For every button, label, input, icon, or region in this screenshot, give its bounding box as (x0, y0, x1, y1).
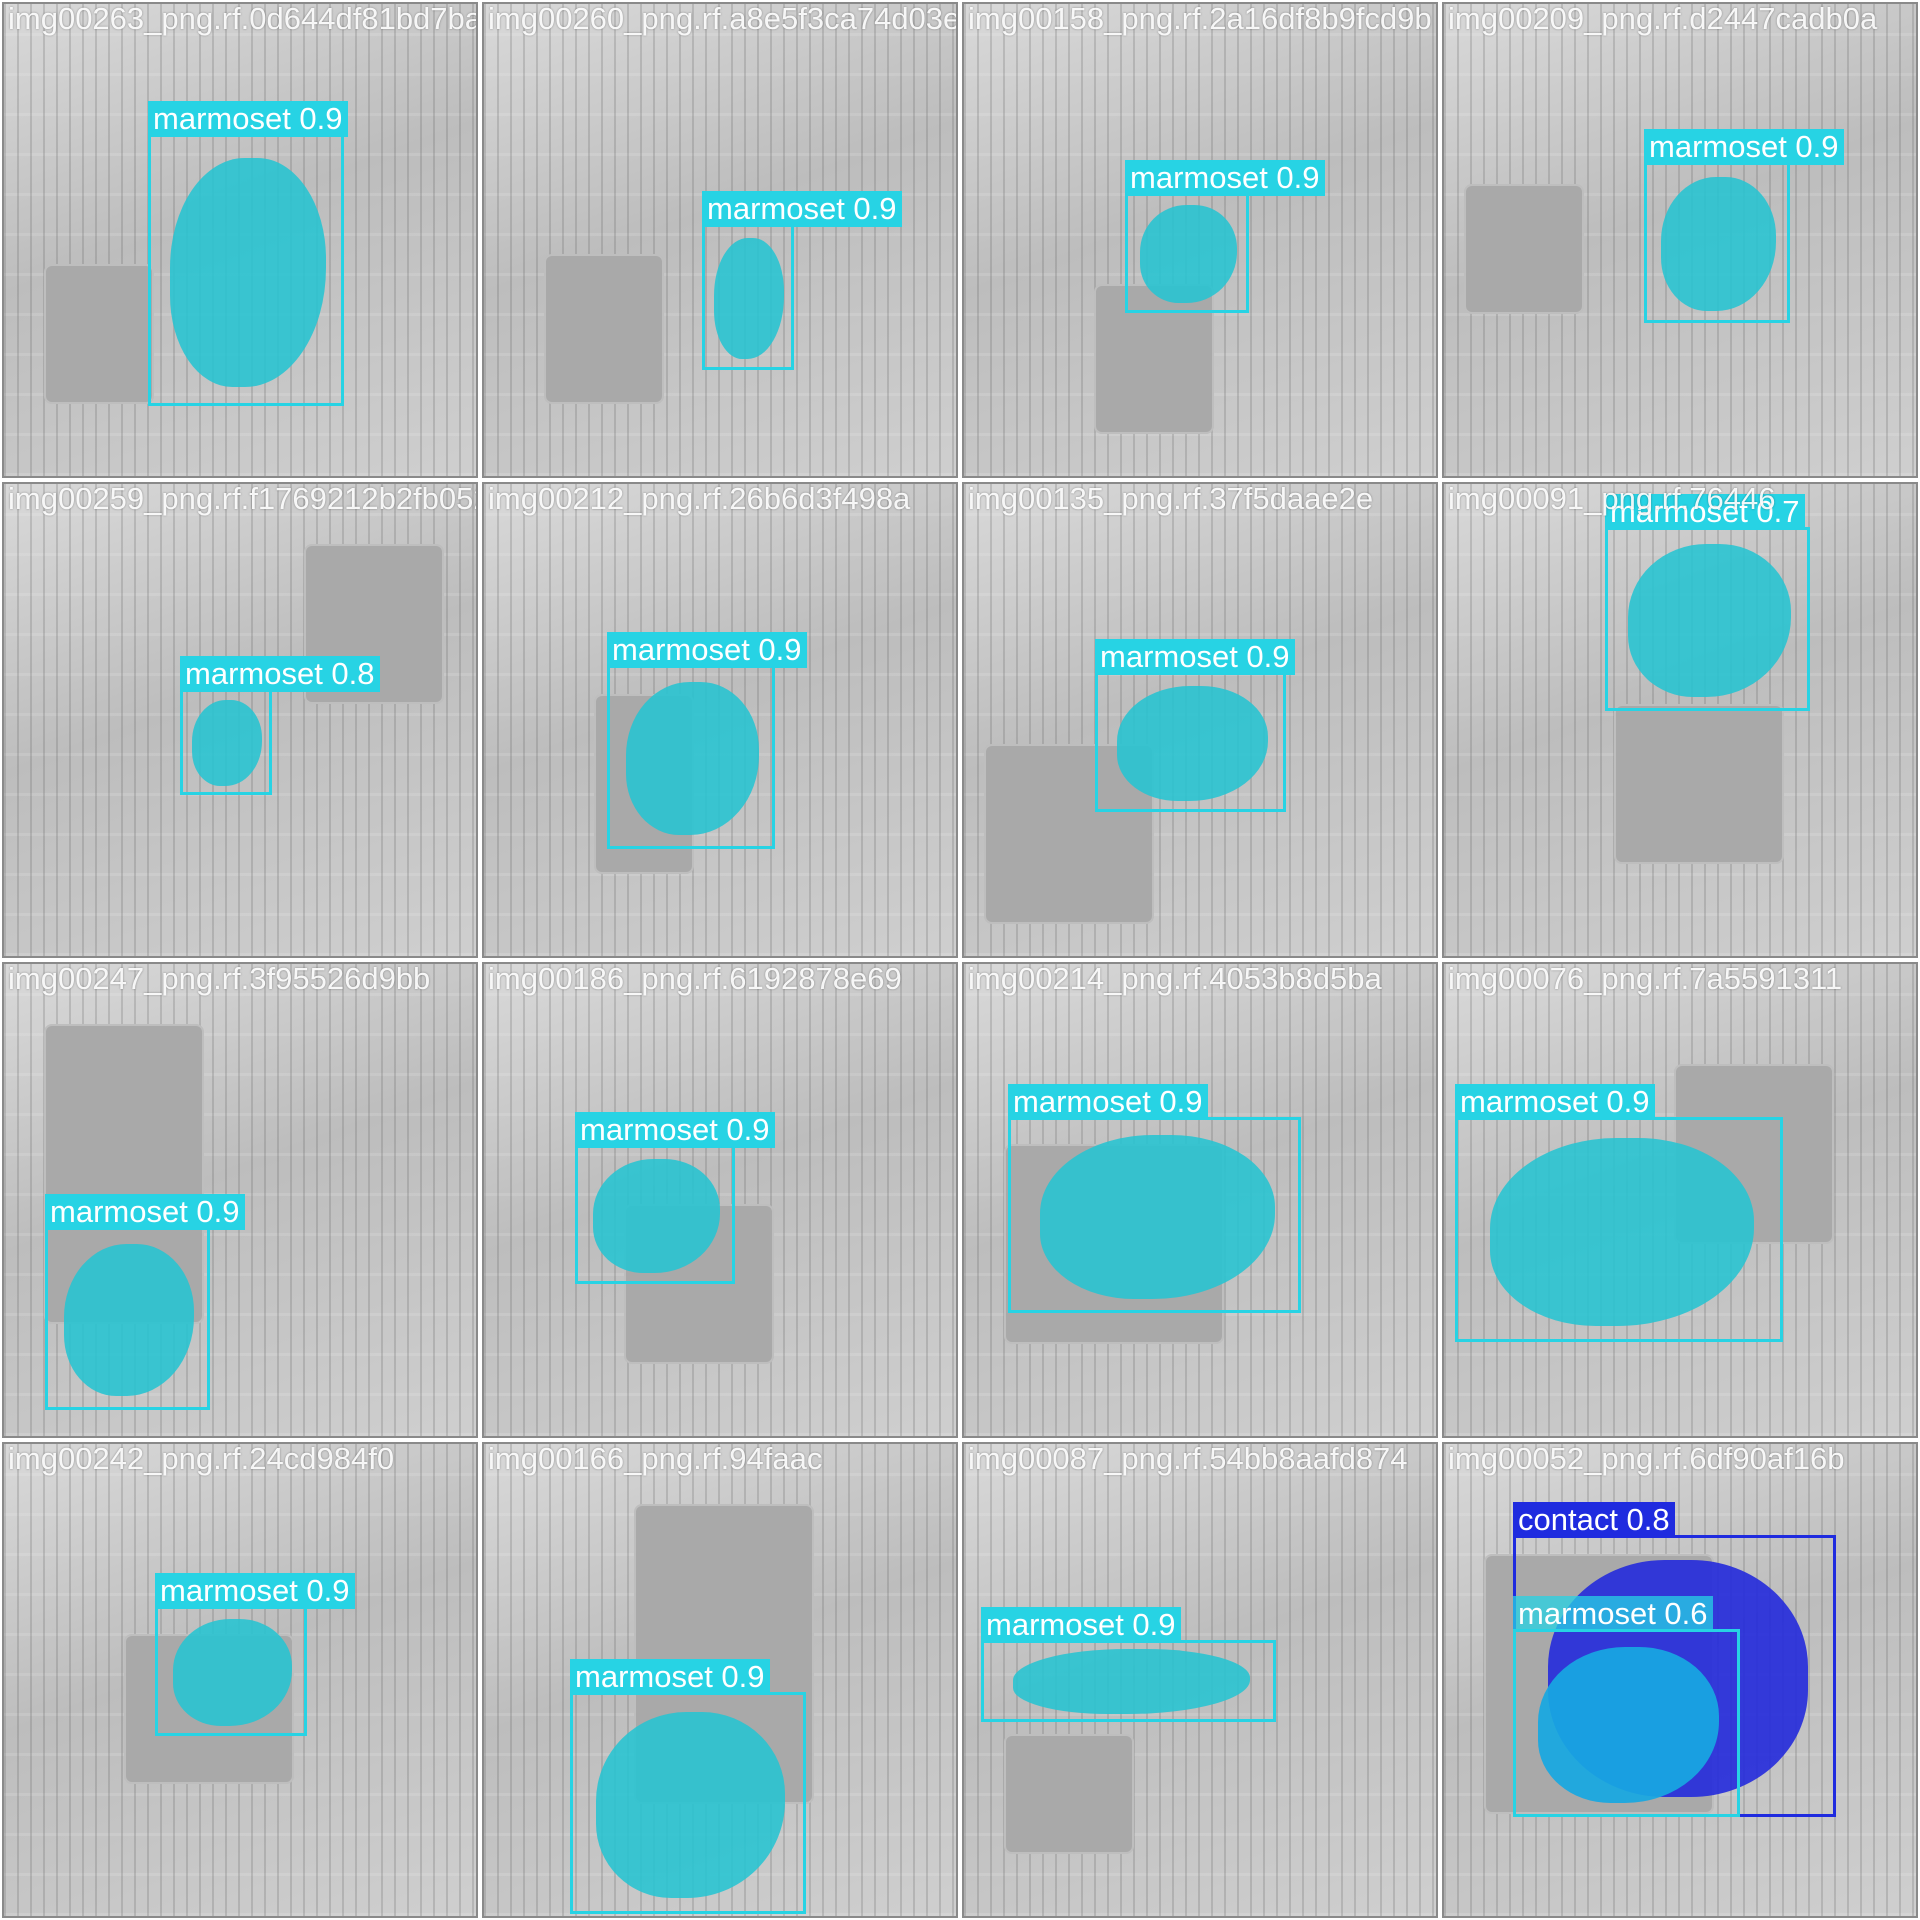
cage-platform (44, 264, 154, 404)
marmoset-segmentation-mask (1012, 1649, 1250, 1715)
marmoset-detection-box: marmoset 0.9 (1125, 160, 1325, 313)
detection-label: marmoset 0.7 (1605, 494, 1805, 530)
marmoset-segmentation-mask (593, 1158, 720, 1273)
image-tile: contact 0.8 marmoset 0.6 img00052_png.rf.6… (1442, 1442, 1918, 1918)
marmoset-segmentation-mask (713, 238, 785, 359)
detection-label: marmoset 0.9 (1095, 639, 1295, 675)
marmoset-segmentation-mask (172, 1618, 293, 1726)
detection-label: marmoset 0.6 (1513, 1596, 1713, 1632)
marmoset-detection-box: marmoset 0.9 (1095, 639, 1295, 812)
detection-label: marmoset 0.9 (575, 1112, 775, 1148)
image-tile: marmoset 0.9 img00260_png.rf.a8e5f3ca74d0… (482, 2, 958, 478)
detection-label: marmoset 0.9 (1008, 1084, 1208, 1120)
detection-label: marmoset 0.9 (1125, 160, 1325, 196)
detection-label: marmoset 0.9 (702, 191, 902, 227)
marmoset-detection-box: marmoset 0.9 (1455, 1084, 1783, 1342)
image-tile: marmoset 0.9 img00214_png.rf.4053b8d5ba (962, 962, 1438, 1438)
detection-label: marmoset 0.9 (148, 101, 348, 137)
marmoset-segmentation-mask (1661, 177, 1776, 311)
marmoset-segmentation-mask (1627, 544, 1792, 698)
marmoset-segmentation-mask (626, 682, 760, 836)
detection-label: marmoset 0.8 (180, 656, 380, 692)
marmoset-segmentation-mask (1116, 685, 1269, 801)
image-tile: marmoset 0.9 img00212_png.rf.26b6d3f498a (482, 482, 958, 958)
image-tile: marmoset 0.9 img00166_png.rf.94faac (482, 1442, 958, 1918)
detection-label: marmoset 0.9 (981, 1607, 1181, 1643)
cage-platform (1464, 184, 1584, 314)
marmoset-detection-box: marmoset 0.9 (148, 101, 348, 406)
image-tile: marmoset 0.7 img00091_png.rf.76446 (1442, 482, 1918, 958)
marmoset-segmentation-mask (63, 1244, 195, 1397)
marmoset-segmentation-mask (1538, 1646, 1720, 1804)
cage-platform (1614, 704, 1784, 864)
detection-label: marmoset 0.9 (1644, 129, 1844, 165)
marmoset-segmentation-mask (1490, 1137, 1755, 1326)
image-tile: marmoset 0.9 img00247_png.rf.3f95526d9bb (2, 962, 478, 1438)
image-tile: marmoset 0.8 img00259_png.rf.f1769212b2fb… (2, 482, 478, 958)
marmoset-detection-box: marmoset 0.9 (607, 632, 807, 849)
detection-label: marmoset 0.9 (155, 1573, 355, 1609)
detection-label: marmoset 0.9 (1455, 1084, 1655, 1120)
image-tile: marmoset 0.9 img00135_png.rf.37f5daae2e (962, 482, 1438, 958)
detection-label: marmoset 0.9 (45, 1194, 245, 1230)
marmoset-detection-box: marmoset 0.7 (1605, 494, 1810, 711)
marmoset-segmentation-mask (191, 700, 263, 786)
detection-label: contact 0.8 (1513, 1502, 1675, 1538)
image-tile: marmoset 0.9 img00242_png.rf.24cd984f0 (2, 1442, 478, 1918)
image-tile: marmoset 0.9 img00076_png.rf.7a5591311 (1442, 962, 1918, 1438)
cage-platform (1094, 284, 1214, 434)
image-tile: marmoset 0.9 img00209_png.rf.d2447cadb0a (1442, 2, 1918, 478)
marmoset-segmentation-mask (1139, 205, 1237, 304)
marmoset-detection-box: marmoset 0.9 (1008, 1084, 1301, 1313)
cage-platform (1004, 1734, 1134, 1854)
detection-label: marmoset 0.9 (607, 632, 807, 668)
marmoset-detection-box: marmoset 0.9 (155, 1573, 355, 1736)
marmoset-detection-box: marmoset 0.6 (1513, 1596, 1740, 1817)
marmoset-segmentation-mask (1039, 1135, 1276, 1299)
marmoset-detection-box: marmoset 0.8 (180, 656, 380, 795)
image-tile: marmoset 0.9 img00263_png.rf.0d644df81bd7… (2, 2, 478, 478)
marmoset-detection-box: marmoset 0.9 (981, 1607, 1276, 1722)
image-tile: marmoset 0.9 img00186_png.rf.6192878e69 (482, 962, 958, 1438)
detection-label: marmoset 0.9 (570, 1659, 770, 1695)
marmoset-detection-box: marmoset 0.9 (570, 1659, 806, 1914)
marmoset-detection-box: marmoset 0.9 (702, 191, 902, 370)
image-tile: marmoset 0.9 img00158_png.rf.2a16df8b9fcd… (962, 2, 1438, 478)
marmoset-detection-box: marmoset 0.9 (1644, 129, 1844, 323)
marmoset-detection-box: marmoset 0.9 (45, 1194, 245, 1410)
marmoset-segmentation-mask (596, 1712, 785, 1899)
marmoset-detection-box: marmoset 0.9 (575, 1112, 775, 1284)
marmoset-segmentation-mask (170, 158, 326, 388)
cage-platform (544, 254, 664, 404)
image-tile: marmoset 0.9 img00087_png.rf.54bb8aafd874 (962, 1442, 1438, 1918)
